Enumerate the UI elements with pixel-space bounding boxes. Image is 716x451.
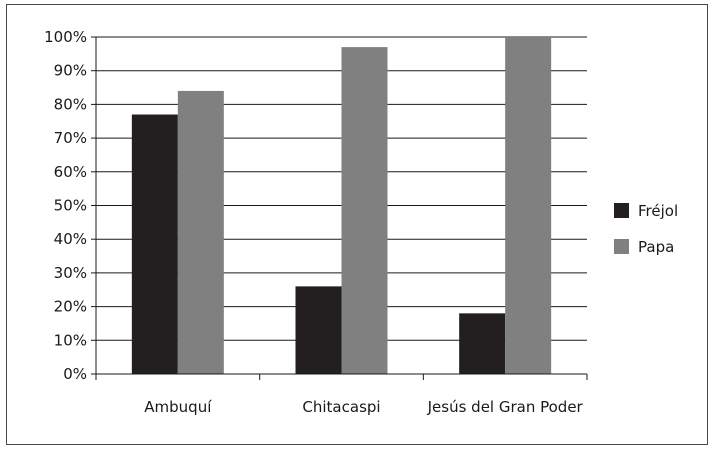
category-labels: Ambuquí Chitacaspi Jesús del Gran Poder [144, 398, 583, 416]
bar-papa [505, 37, 552, 374]
bars [131, 37, 552, 375]
y-tick-label: 0% [63, 365, 87, 383]
y-tick-label: 20% [54, 298, 87, 316]
bar-papa [177, 90, 224, 375]
bar-fr-jol [131, 114, 178, 374]
category-label: Jesús del Gran Poder [427, 398, 584, 416]
y-tick-label: 60% [54, 163, 87, 181]
y-tick-label: 90% [54, 62, 87, 80]
y-tick-label: 40% [54, 230, 87, 248]
legend-swatch [614, 203, 629, 218]
bar-chart: 0% 10% 20% 30% 40% 50% 60% 70% 80% 90% 100% Ambuqu… [44, 28, 678, 416]
legend-swatch [614, 239, 629, 254]
y-tick-labels: 0% 10% 20% 30% 40% 50% 60% 70% 80% 90% 100% [44, 28, 87, 383]
y-tick-label: 70% [54, 129, 87, 147]
axes [91, 36, 588, 380]
bar-fr-jol [295, 286, 342, 374]
bar-papa [341, 47, 388, 375]
y-tick-label: 80% [54, 95, 87, 113]
bar-fr-jol [459, 313, 506, 374]
category-label: Ambuquí [144, 398, 212, 416]
legend-label: Papa [638, 238, 674, 256]
category-label: Chitacaspi [302, 398, 380, 416]
legend: Fréjol Papa [614, 202, 678, 256]
y-tick-label: 30% [54, 264, 87, 282]
chart-frame: 0% 10% 20% 30% 40% 50% 60% 70% 80% 90% 100% Ambuqu… [6, 4, 708, 445]
y-tick-label: 50% [54, 197, 87, 215]
y-tick-label: 100% [44, 28, 87, 46]
y-tick-label: 10% [54, 331, 87, 349]
legend-label: Fréjol [638, 202, 678, 220]
